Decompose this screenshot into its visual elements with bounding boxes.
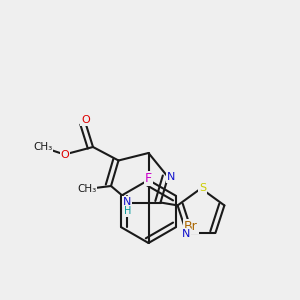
Text: CH₃: CH₃ — [33, 142, 52, 152]
Text: O: O — [81, 115, 90, 125]
Text: N: N — [123, 196, 131, 207]
Text: H: H — [124, 206, 132, 217]
Text: Br: Br — [184, 220, 198, 233]
Text: CH₃: CH₃ — [77, 184, 97, 194]
Text: S: S — [199, 183, 206, 193]
Text: N: N — [167, 172, 175, 182]
Text: N: N — [182, 229, 190, 238]
Text: O: O — [61, 149, 70, 160]
Text: F: F — [145, 172, 152, 185]
